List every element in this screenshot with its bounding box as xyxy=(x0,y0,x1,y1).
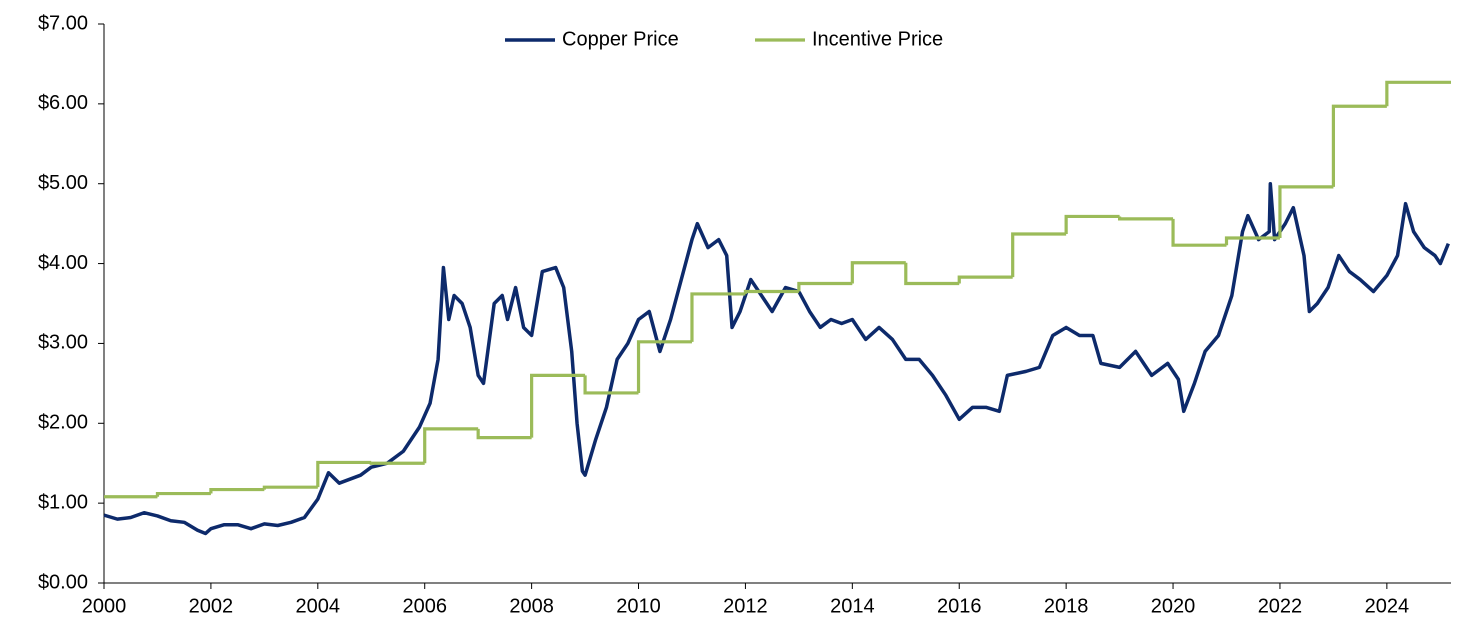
step-segment xyxy=(690,292,746,342)
legend-label: Incentive Price xyxy=(812,28,943,50)
step-segment xyxy=(743,289,799,294)
step-segment xyxy=(1011,232,1067,278)
step-segment xyxy=(369,461,425,465)
step-segment xyxy=(850,261,906,284)
step-segment xyxy=(316,460,372,488)
x-tick-label: 2022 xyxy=(1258,595,1303,617)
x-tick-label: 2014 xyxy=(830,595,875,617)
step-segment xyxy=(583,375,639,395)
step-segment xyxy=(1118,216,1174,221)
series-line xyxy=(103,181,1450,536)
x-tick-label: 2000 xyxy=(82,595,127,617)
step-segment xyxy=(1278,185,1334,239)
x-tick-label: 2008 xyxy=(509,595,554,617)
step-segment xyxy=(1385,80,1451,107)
y-tick-label: $2.00 xyxy=(38,412,88,434)
step-segment xyxy=(1171,218,1227,247)
x-tick-label: 2024 xyxy=(1365,595,1410,617)
x-tick-label: 2020 xyxy=(1151,595,1196,617)
legend-label: Copper Price xyxy=(562,28,679,50)
y-tick-label: $5.00 xyxy=(38,172,88,194)
step-segment xyxy=(530,373,586,438)
step-segment xyxy=(155,491,211,497)
step-segment xyxy=(262,485,318,490)
step-segment xyxy=(636,340,692,393)
step-segment xyxy=(1064,214,1120,235)
y-tick-label: $4.00 xyxy=(38,252,88,274)
y-tick-label: $7.00 xyxy=(38,12,88,34)
x-tick-label: 2018 xyxy=(1044,595,1089,617)
x-tick-label: 2012 xyxy=(723,595,768,617)
step-segment xyxy=(1331,104,1387,187)
x-tick-label: 2010 xyxy=(616,595,661,617)
x-tick-label: 2004 xyxy=(296,595,341,617)
step-segment xyxy=(957,275,1013,284)
x-tick-label: 2002 xyxy=(189,595,234,617)
step-segment xyxy=(904,262,960,286)
y-tick-label: $3.00 xyxy=(38,332,88,354)
step-segment xyxy=(1224,236,1280,246)
x-tick-label: 2016 xyxy=(937,595,982,617)
step-segment xyxy=(476,428,532,440)
step-segment xyxy=(209,487,265,494)
step-segment xyxy=(423,427,479,464)
step-segment xyxy=(797,281,853,292)
x-tick-label: 2006 xyxy=(402,595,447,617)
y-tick-label: $1.00 xyxy=(38,491,88,513)
y-tick-label: $6.00 xyxy=(38,92,88,114)
y-tick-label: $0.00 xyxy=(38,571,88,593)
